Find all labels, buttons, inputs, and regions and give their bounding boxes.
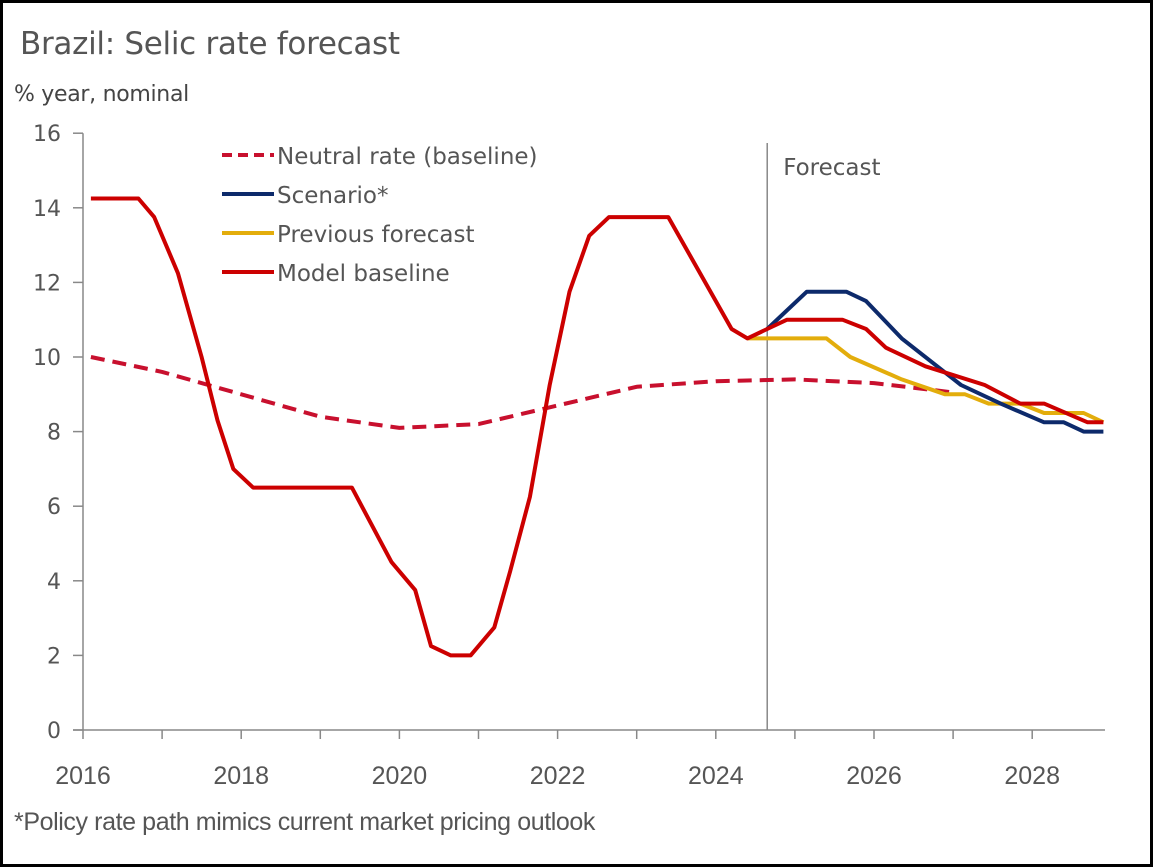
- x-tick-label: 2028: [1004, 762, 1060, 790]
- legend-label-scenario: Scenario*: [277, 183, 389, 209]
- legend-label-previous-forecast: Previous forecast: [277, 222, 475, 248]
- chart-title: Brazil: Selic rate forecast: [20, 26, 400, 62]
- footnote: *Policy rate path mimics current market …: [14, 808, 596, 836]
- y-tick-label: 4: [47, 570, 61, 595]
- y-tick-label: 2: [47, 644, 61, 669]
- forecast-label: Forecast: [783, 155, 880, 181]
- y-tick-label: 6: [47, 495, 61, 520]
- series-line-model-baseline: [90, 196, 1104, 658]
- y-tick-label: 10: [33, 346, 61, 371]
- x-tick-label: 2018: [213, 762, 269, 790]
- x-tick-label: 2026: [846, 762, 902, 790]
- legend-label-neutral-rate-baseline: Neutral rate (baseline): [277, 144, 538, 170]
- y-tick-label: 0: [47, 719, 61, 744]
- legend: Neutral rate (baseline) Scenario* Previous…: [222, 144, 538, 287]
- y-tick-label: 16: [33, 122, 61, 147]
- series-line-scenario: [765, 289, 1104, 434]
- x-tick-label: 2024: [688, 762, 744, 790]
- y-axis-unit-label: % year, nominal: [14, 82, 189, 107]
- x-tick-label: 2020: [372, 762, 428, 790]
- x-tick-label: 2016: [55, 762, 111, 790]
- y-tick-label: 14: [33, 197, 61, 222]
- chart-frame: [3, 3, 1150, 864]
- series-line-neutral-rate-baseline: [90, 355, 954, 430]
- x-tick-label: 2022: [530, 762, 586, 790]
- legend-label-model-baseline: Model baseline: [277, 261, 450, 287]
- axes: 0 2 4 6 8 10 12 14 16 2016 2018 2020 2022 2024 2026 202…: [33, 122, 1105, 790]
- y-tick-label: 12: [33, 271, 61, 296]
- series-group: [90, 196, 1105, 658]
- y-tick-label: 8: [47, 421, 61, 446]
- series-line-previous-forecast: [747, 336, 1105, 425]
- forecast-divider: Forecast: [766, 143, 881, 730]
